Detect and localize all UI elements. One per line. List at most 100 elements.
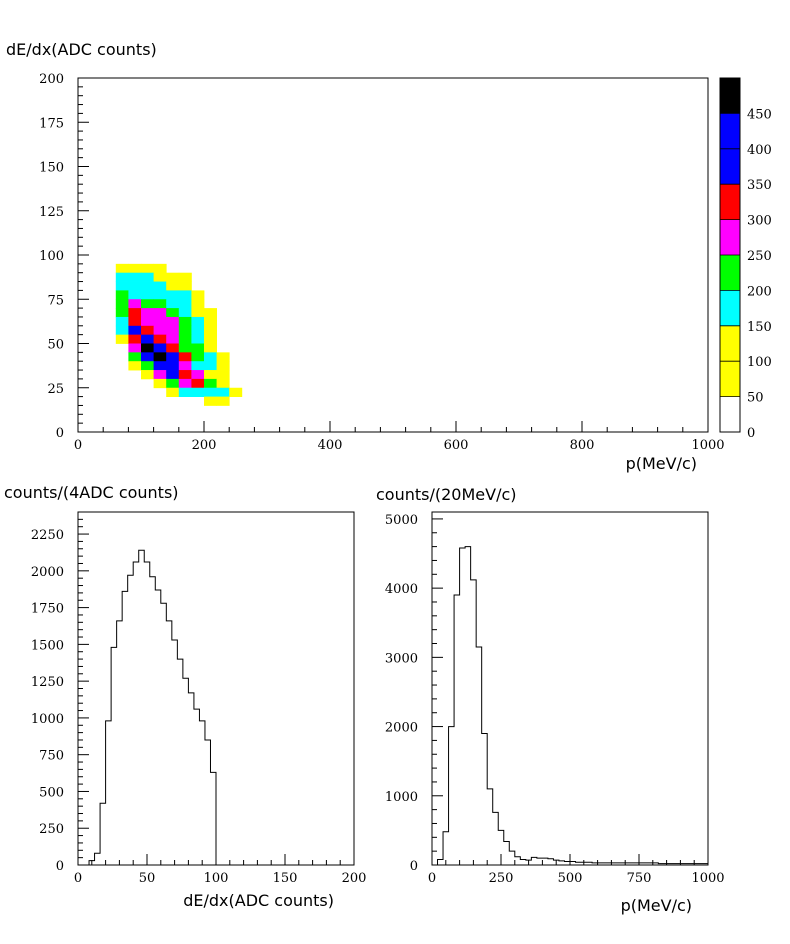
momentum-x-tick-label: 250	[489, 871, 514, 886]
heatmap-cells	[115, 263, 243, 406]
momentum-axes: 0 250 500 750 1000 0 1000 2000 3000 4000 5000	[385, 513, 725, 886]
heatmap-cell	[191, 370, 205, 380]
momentum-frame	[431, 511, 709, 866]
heatmap-axes: 0 200 400 600 800 1000 0 25 50 75 100 125 150 175 200	[39, 72, 724, 453]
heatmap-cell	[153, 343, 167, 353]
heatmap-cell	[141, 370, 154, 380]
heatmap-cell	[204, 387, 217, 397]
heatmap-cell	[153, 290, 167, 300]
heatmap-cell	[115, 325, 129, 336]
colorbar: 0 50 100 150 200 250 300 350 400 450	[719, 77, 772, 441]
heatmap-cell	[153, 308, 167, 318]
heatmap-cell	[178, 290, 192, 300]
heatmap-cell	[166, 316, 180, 327]
heatmap-cell	[204, 334, 217, 344]
heatmap-cell	[141, 343, 154, 353]
dedx-y-tick-label: 250	[39, 822, 64, 837]
colorbar-swatch	[720, 255, 740, 291]
heatmap-cell	[178, 361, 192, 371]
heatmap-cell	[178, 308, 192, 318]
heatmap-panel: dE/dx(ADC counts) 0 200 400 600 800 100002550…	[6, 40, 772, 473]
colorbar-tick-label: 50	[747, 391, 764, 406]
momentum-x-title: p(MeV/c)	[621, 896, 692, 915]
heatmap-cell	[128, 272, 142, 282]
momentum-y-title: counts/(20MeV/c)	[376, 485, 517, 504]
heatmap-cell	[191, 316, 205, 327]
colorbar-swatch	[720, 219, 740, 255]
dedx-x-tick-label: 150	[273, 871, 298, 886]
heatmap-cell	[191, 343, 205, 353]
heatmap-cell	[141, 290, 154, 300]
heatmap-cell	[216, 378, 230, 389]
dedx-y-tick-label: 0	[56, 859, 64, 874]
heatmap-cell	[191, 387, 205, 397]
dedx-x-tick-label: 100	[204, 871, 229, 886]
heatmap-cell	[128, 343, 142, 353]
heatmap-y-tick-label: 150	[39, 161, 64, 176]
heatmap-x-tick-label: 1000	[691, 438, 724, 453]
colorbar-tick-label: 100	[747, 355, 772, 370]
heatmap-cell	[115, 308, 129, 318]
heatmap-cell	[178, 370, 192, 380]
heatmap-cell	[153, 378, 167, 389]
heatmap-cell	[153, 361, 167, 371]
heatmap-x-title: p(MeV/c)	[626, 454, 697, 473]
heatmap-cell	[204, 361, 217, 371]
momentum-x-tick-label: 1000	[691, 871, 724, 886]
heatmap-cell	[153, 316, 167, 327]
dedx-y-tick-label: 750	[39, 749, 64, 764]
heatmap-cell	[128, 361, 142, 371]
heatmap-cell	[178, 316, 192, 327]
heatmap-cell	[178, 281, 192, 291]
colorbar-swatch	[720, 78, 740, 114]
heatmap-cell	[153, 370, 167, 380]
heatmap-cell	[115, 263, 129, 274]
dedx-y-tick-label: 1750	[31, 602, 64, 617]
heatmap-cell	[216, 387, 230, 397]
heatmap-cell	[178, 272, 192, 282]
heatmap-y-tick-label: 25	[47, 382, 64, 397]
heatmap-cell	[115, 290, 129, 300]
heatmap-cell	[115, 272, 129, 282]
heatmap-cell	[229, 387, 243, 397]
heatmap-cell	[166, 334, 180, 344]
heatmap-cell	[216, 361, 230, 371]
heatmap-cell	[204, 396, 217, 406]
heatmap-cell	[204, 308, 217, 318]
heatmap-cell	[166, 387, 180, 397]
heatmap-cell	[178, 325, 192, 336]
momentum-y-tick-label: 3000	[385, 651, 418, 666]
heatmap-y-tick-label: 0	[56, 426, 64, 441]
heatmap-cell	[141, 334, 154, 344]
momentum-y-tick-label: 5000	[385, 513, 418, 528]
heatmap-cell	[128, 281, 142, 291]
heatmap-x-tick-label: 800	[570, 438, 595, 453]
colorbar-swatch	[720, 148, 740, 185]
colorbar-swatch	[720, 361, 740, 397]
dedx-y-tick-label: 2250	[31, 528, 64, 543]
heatmap-cell	[166, 308, 180, 318]
heatmap-cell	[141, 299, 154, 309]
heatmap-x-tick-label: 200	[192, 438, 217, 453]
heatmap-cell	[115, 299, 129, 309]
heatmap-cell	[141, 316, 154, 327]
heatmap-cell	[141, 361, 154, 371]
heatmap-cell	[191, 334, 205, 344]
colorbar-swatch	[720, 396, 740, 432]
momentum-x-tick-label: 0	[428, 871, 436, 886]
dedx-y-tick-label: 2000	[31, 565, 64, 580]
colorbar-swatch	[720, 290, 740, 326]
heatmap-cell	[141, 272, 154, 282]
momentum-y-tick-label: 4000	[385, 582, 418, 597]
heatmap-cell	[141, 281, 154, 291]
heatmap-cell	[128, 299, 142, 309]
heatmap-cell	[178, 343, 192, 353]
heatmap-cell	[166, 325, 180, 336]
heatmap-cell	[166, 290, 180, 300]
momentum-histogram-panel: counts/(20MeV/c) 0 250 500 750 1000 0 1000 2000…	[376, 485, 725, 915]
heatmap-cell	[128, 263, 142, 274]
momentum-histogram-line	[432, 546, 708, 866]
heatmap-cell	[204, 316, 217, 327]
heatmap-y-tick-label: 125	[39, 205, 64, 220]
